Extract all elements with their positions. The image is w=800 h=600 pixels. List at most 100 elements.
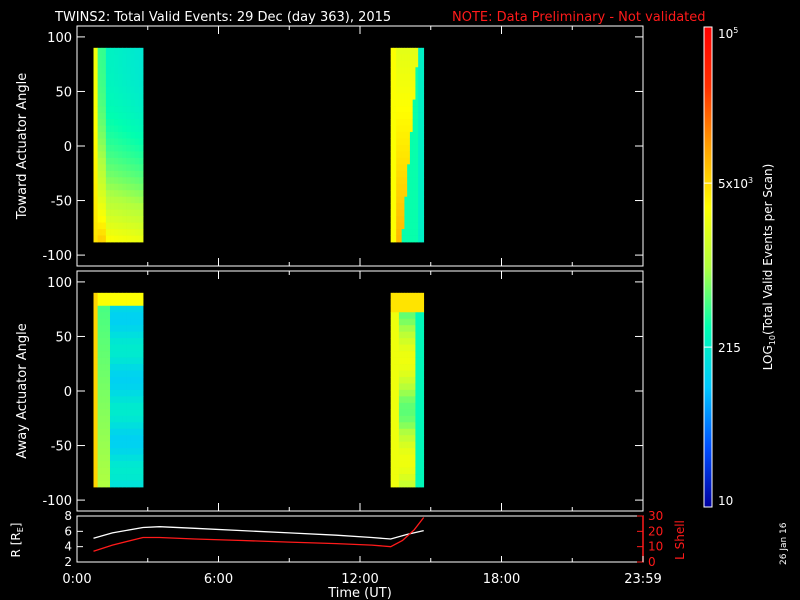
heatmap-cell	[138, 409, 144, 417]
heatmap-cell	[97, 441, 103, 449]
heatmap-cell	[409, 60, 414, 68]
heatmap-cell	[93, 474, 99, 481]
heatmap-cell	[105, 209, 111, 217]
heatmap-cell	[418, 402, 422, 410]
heatmap-cell	[118, 396, 123, 404]
heatmap-cell	[101, 325, 107, 333]
heatmap-cell	[101, 125, 107, 133]
heatmap-cell	[97, 467, 103, 475]
heatmap-cell	[101, 474, 107, 481]
heatmap-cell	[412, 164, 416, 172]
heatmap-cell	[138, 318, 144, 326]
heatmap-cell	[97, 344, 103, 352]
heatmap-cell	[401, 364, 405, 371]
heatmap-cell	[404, 364, 408, 371]
heatmap-cell	[93, 164, 99, 172]
heatmap-cell	[404, 474, 408, 481]
heatmap-cell	[412, 396, 416, 404]
heatmap-cell	[404, 54, 408, 62]
heatmap-cell	[130, 305, 136, 313]
heatmap-cell	[101, 138, 107, 146]
heatmap-cell	[122, 409, 127, 417]
heatmap-cell	[138, 331, 144, 339]
heatmap-cell	[101, 305, 107, 313]
heatmap-cell	[390, 125, 394, 133]
heatmap-cell	[114, 170, 119, 178]
heatmap-cell	[398, 144, 403, 152]
heatmap-cell	[101, 318, 107, 326]
heatmap-cell	[415, 338, 419, 345]
ytick-label: 50	[55, 85, 72, 100]
heatmap-cell	[409, 402, 414, 410]
heatmap-cell	[122, 177, 127, 185]
heatmap-cell	[393, 196, 397, 204]
heatmap-cell	[105, 99, 111, 107]
heatmap-cell	[114, 344, 119, 352]
heatmap-cell	[415, 235, 419, 243]
heatmap-cell	[97, 151, 103, 159]
heatmap-cell	[134, 461, 140, 468]
heatmap-cell	[404, 480, 408, 488]
heatmap-cell	[130, 299, 136, 307]
heatmap-cell	[415, 216, 419, 223]
heatmap-cell	[134, 338, 140, 345]
heatmap-cell	[114, 216, 119, 223]
heatmap-cell	[97, 480, 103, 488]
heatmap-cell	[409, 209, 414, 217]
heatmap-cell	[407, 183, 411, 191]
heatmap-cell	[415, 86, 419, 94]
heatmap-cell	[122, 93, 127, 100]
heatmap-cell	[401, 235, 405, 243]
heatmap-cell	[404, 461, 408, 468]
heatmap-cell	[401, 480, 405, 488]
heatmap-cell	[134, 80, 140, 88]
heatmap-cell	[404, 235, 408, 243]
heatmap-cell	[105, 183, 111, 191]
heatmap-cell	[390, 138, 394, 146]
heatmap-cell	[393, 402, 397, 410]
heatmap-cell	[393, 222, 397, 230]
heatmap-cell	[97, 357, 103, 365]
heatmap-cell	[401, 222, 405, 230]
heatmap-cell	[105, 383, 111, 391]
heatmap-cell	[114, 54, 119, 62]
heatmap-cell	[126, 351, 132, 358]
heatmap-cell	[97, 222, 103, 230]
heatmap-cell	[396, 383, 400, 391]
heatmap-cell	[409, 415, 414, 423]
heatmap-cell	[105, 196, 111, 204]
heatmap-cell	[404, 60, 408, 68]
heatmap-cell	[390, 351, 394, 358]
heatmap-cell	[393, 396, 397, 404]
heatmap-cell	[398, 454, 403, 462]
heatmap-cell	[396, 344, 400, 352]
heatmap-cell	[393, 474, 397, 481]
heatmap-cell	[393, 351, 397, 358]
heatmap-cell	[407, 396, 411, 404]
heatmap-cell	[105, 60, 111, 68]
ytick-label: 100	[47, 31, 72, 46]
heatmap-cell	[126, 106, 132, 113]
heatmap-cell	[93, 216, 99, 223]
heatmap-cell	[93, 364, 99, 371]
heatmap-cell	[93, 428, 99, 436]
heatmap-cell	[412, 151, 416, 159]
heatmap-cell	[130, 338, 136, 345]
heatmap-cell	[134, 125, 140, 133]
heatmap-cell	[114, 196, 119, 204]
heatmap-cell	[401, 177, 405, 185]
heatmap-cell	[415, 112, 419, 120]
heatmap-cell	[134, 402, 140, 410]
heatmap-cell	[118, 389, 123, 397]
heatmap-cell	[101, 164, 107, 172]
heatmap-cell	[415, 138, 419, 146]
heatmap-cell	[138, 80, 144, 88]
heatmap-cell	[105, 376, 111, 384]
heatmap-cell	[415, 164, 419, 172]
heatmap-cell	[101, 99, 107, 107]
heatmap-cell	[93, 196, 99, 204]
heatmap-cell	[122, 99, 127, 107]
heatmap-cell	[407, 402, 411, 410]
heatmap-cell	[126, 409, 132, 417]
heatmap-cell	[134, 216, 140, 223]
